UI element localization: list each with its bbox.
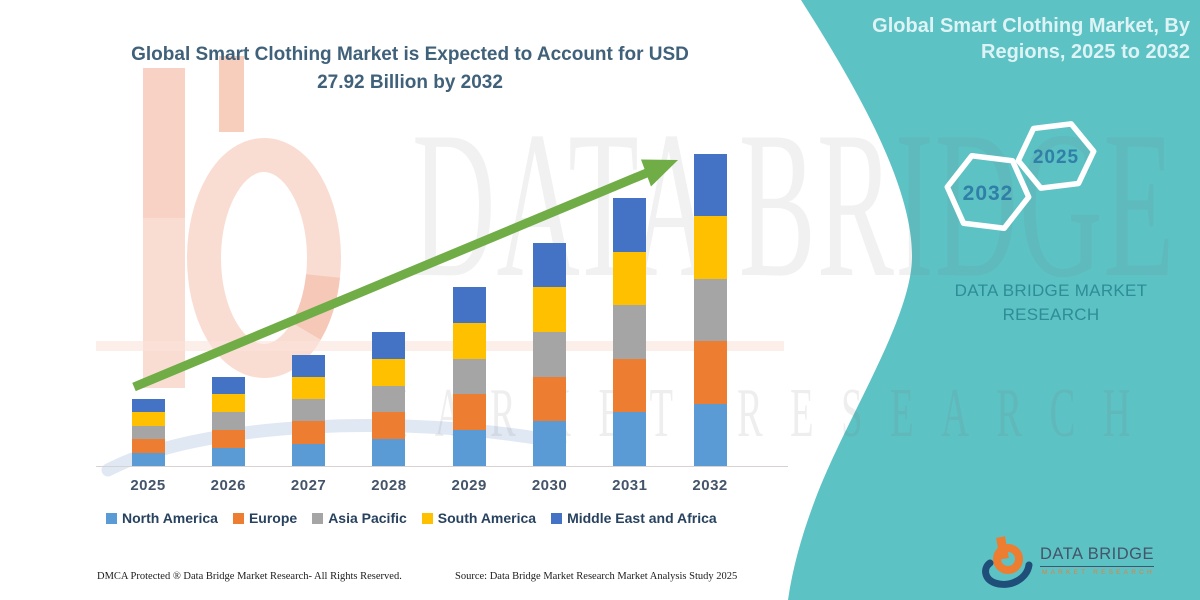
bar-2025-segment-middle-east-and-africa bbox=[131, 399, 165, 413]
data-bridge-logo-icon bbox=[982, 536, 1033, 588]
footer-dmca-text: DMCA Protected ® Data Bridge Market Rese… bbox=[97, 571, 402, 582]
bar-2026-segment-europe bbox=[211, 430, 245, 449]
bar-2032-segment-north-america bbox=[693, 403, 727, 466]
bar-2030-segment-south-america bbox=[533, 287, 566, 332]
bar-2026-segment-middle-east-and-africa bbox=[211, 376, 245, 395]
legend-swatch-middle-east-and-africa bbox=[551, 512, 563, 524]
x-axis-label-2030: 2030 bbox=[531, 477, 568, 494]
bar-2029-segment-south-america bbox=[452, 322, 486, 359]
bar-2032-segment-europe bbox=[693, 341, 727, 404]
bar-2031-segment-middle-east-and-africa bbox=[613, 198, 647, 252]
bar-2026-segment-south-america bbox=[211, 394, 245, 413]
bar-2026-segment-north-america bbox=[211, 448, 245, 466]
bar-2027-segment-asia-pacific bbox=[292, 399, 326, 422]
x-axis-label-2031: 2031 bbox=[612, 477, 648, 494]
bar-2029-segment-north-america bbox=[452, 430, 486, 466]
bar-2028-segment-europe bbox=[372, 412, 406, 440]
panel-heading-line1: Global Smart Clothing Market, By bbox=[872, 15, 1190, 37]
bar-2028-segment-south-america bbox=[372, 358, 406, 386]
legend-swatch-north-america bbox=[106, 512, 117, 524]
panel-heading: Global Smart Clothing Market, By Regions… bbox=[840, 13, 1190, 66]
legend-item-asia-pacific: Asia Pacific bbox=[312, 510, 407, 526]
bar-2031-segment-north-america bbox=[613, 412, 647, 466]
panel-brand-line1: DATA BRIDGE MARKET bbox=[954, 281, 1148, 300]
bar-2029-segment-asia-pacific bbox=[452, 358, 486, 395]
legend-item-south-america: South America bbox=[421, 510, 537, 526]
bar-2032 bbox=[693, 154, 727, 466]
bar-2030-segment-asia-pacific bbox=[533, 331, 566, 377]
x-axis-line bbox=[96, 466, 788, 467]
panel-heading-line2: Regions, 2025 to 2032 bbox=[981, 41, 1190, 64]
panel-brand-name: DATA BRIDGE MARKET RESEARCH bbox=[920, 279, 1182, 327]
legend-label-middle-east-and-africa: Middle East and Africa bbox=[567, 510, 717, 526]
bar-2031-segment-europe bbox=[613, 358, 647, 413]
bar-2032-segment-asia-pacific bbox=[693, 278, 727, 342]
bar-2027-segment-south-america bbox=[292, 376, 326, 400]
legend-item-north-america: North America bbox=[106, 510, 218, 526]
bar-2031 bbox=[613, 198, 647, 466]
bar-2026 bbox=[211, 376, 245, 466]
legend: North America Europe Asia Pacific South Ame… bbox=[106, 510, 717, 526]
legend-swatch-south-america bbox=[421, 512, 433, 524]
legend-item-europe: Europe bbox=[232, 510, 298, 526]
bar-2025-segment-north-america bbox=[131, 452, 165, 466]
x-axis-label-2025: 2025 bbox=[130, 477, 166, 494]
logo-subtitle: MARKET RESEARCH bbox=[1042, 569, 1155, 576]
bar-2029-segment-middle-east-and-africa bbox=[452, 287, 486, 323]
bar-2026-segment-asia-pacific bbox=[211, 412, 245, 431]
legend-swatch-europe bbox=[232, 512, 244, 524]
bar-2029-segment-europe bbox=[452, 394, 486, 431]
bar-2029 bbox=[452, 287, 486, 466]
bar-2028-segment-asia-pacific bbox=[372, 385, 406, 413]
bar-2032-segment-south-america bbox=[693, 216, 727, 279]
bar-2025-segment-europe bbox=[131, 439, 165, 453]
legend-swatch-asia-pacific bbox=[312, 512, 324, 524]
footer-source-text: Source: Data Bridge Market Research Mark… bbox=[455, 571, 738, 582]
bar-2025-segment-asia-pacific bbox=[131, 425, 165, 440]
legend-label-north-america: North America bbox=[122, 510, 218, 526]
legend-label-asia-pacific: Asia Pacific bbox=[328, 510, 407, 526]
bar-2031-segment-asia-pacific bbox=[613, 305, 647, 359]
bar-2030-segment-middle-east-and-africa bbox=[533, 242, 566, 288]
bar-2032-segment-middle-east-and-africa bbox=[693, 154, 727, 217]
bar-2027-segment-north-america bbox=[292, 443, 326, 466]
bar-2031-segment-south-america bbox=[613, 251, 647, 306]
bar-2025 bbox=[131, 399, 165, 466]
bar-2027 bbox=[292, 354, 326, 466]
panel-brand-line2: RESEARCH bbox=[1002, 304, 1100, 324]
bar-2027-segment-middle-east-and-africa bbox=[292, 354, 326, 377]
bar-2025-segment-south-america bbox=[131, 412, 165, 426]
x-axis-label-2029: 2029 bbox=[451, 477, 487, 494]
legend-label-south-america: South America bbox=[437, 510, 537, 526]
bar-2030-segment-europe bbox=[533, 376, 566, 422]
bar-2028-segment-north-america bbox=[372, 439, 406, 466]
x-axis-label-2032: 2032 bbox=[692, 477, 728, 494]
legend-label-europe: Europe bbox=[248, 510, 298, 526]
bar-2030 bbox=[533, 242, 566, 466]
x-axis-label-2027: 2027 bbox=[290, 477, 327, 494]
bar-2027-segment-europe bbox=[292, 421, 326, 444]
x-axis-label-2026: 2026 bbox=[210, 477, 246, 494]
logo-name: DATA BRIDGE bbox=[1040, 545, 1154, 567]
legend-item-middle-east-and-africa: Middle East and Africa bbox=[551, 510, 717, 526]
x-axis-label-2028: 2028 bbox=[371, 477, 407, 494]
bar-2028-segment-middle-east-and-africa bbox=[372, 332, 406, 359]
page-title: Global Smart Clothing Market is Expected… bbox=[131, 44, 689, 93]
bar-2028 bbox=[372, 332, 406, 466]
bar-2030-segment-north-america bbox=[533, 421, 566, 466]
